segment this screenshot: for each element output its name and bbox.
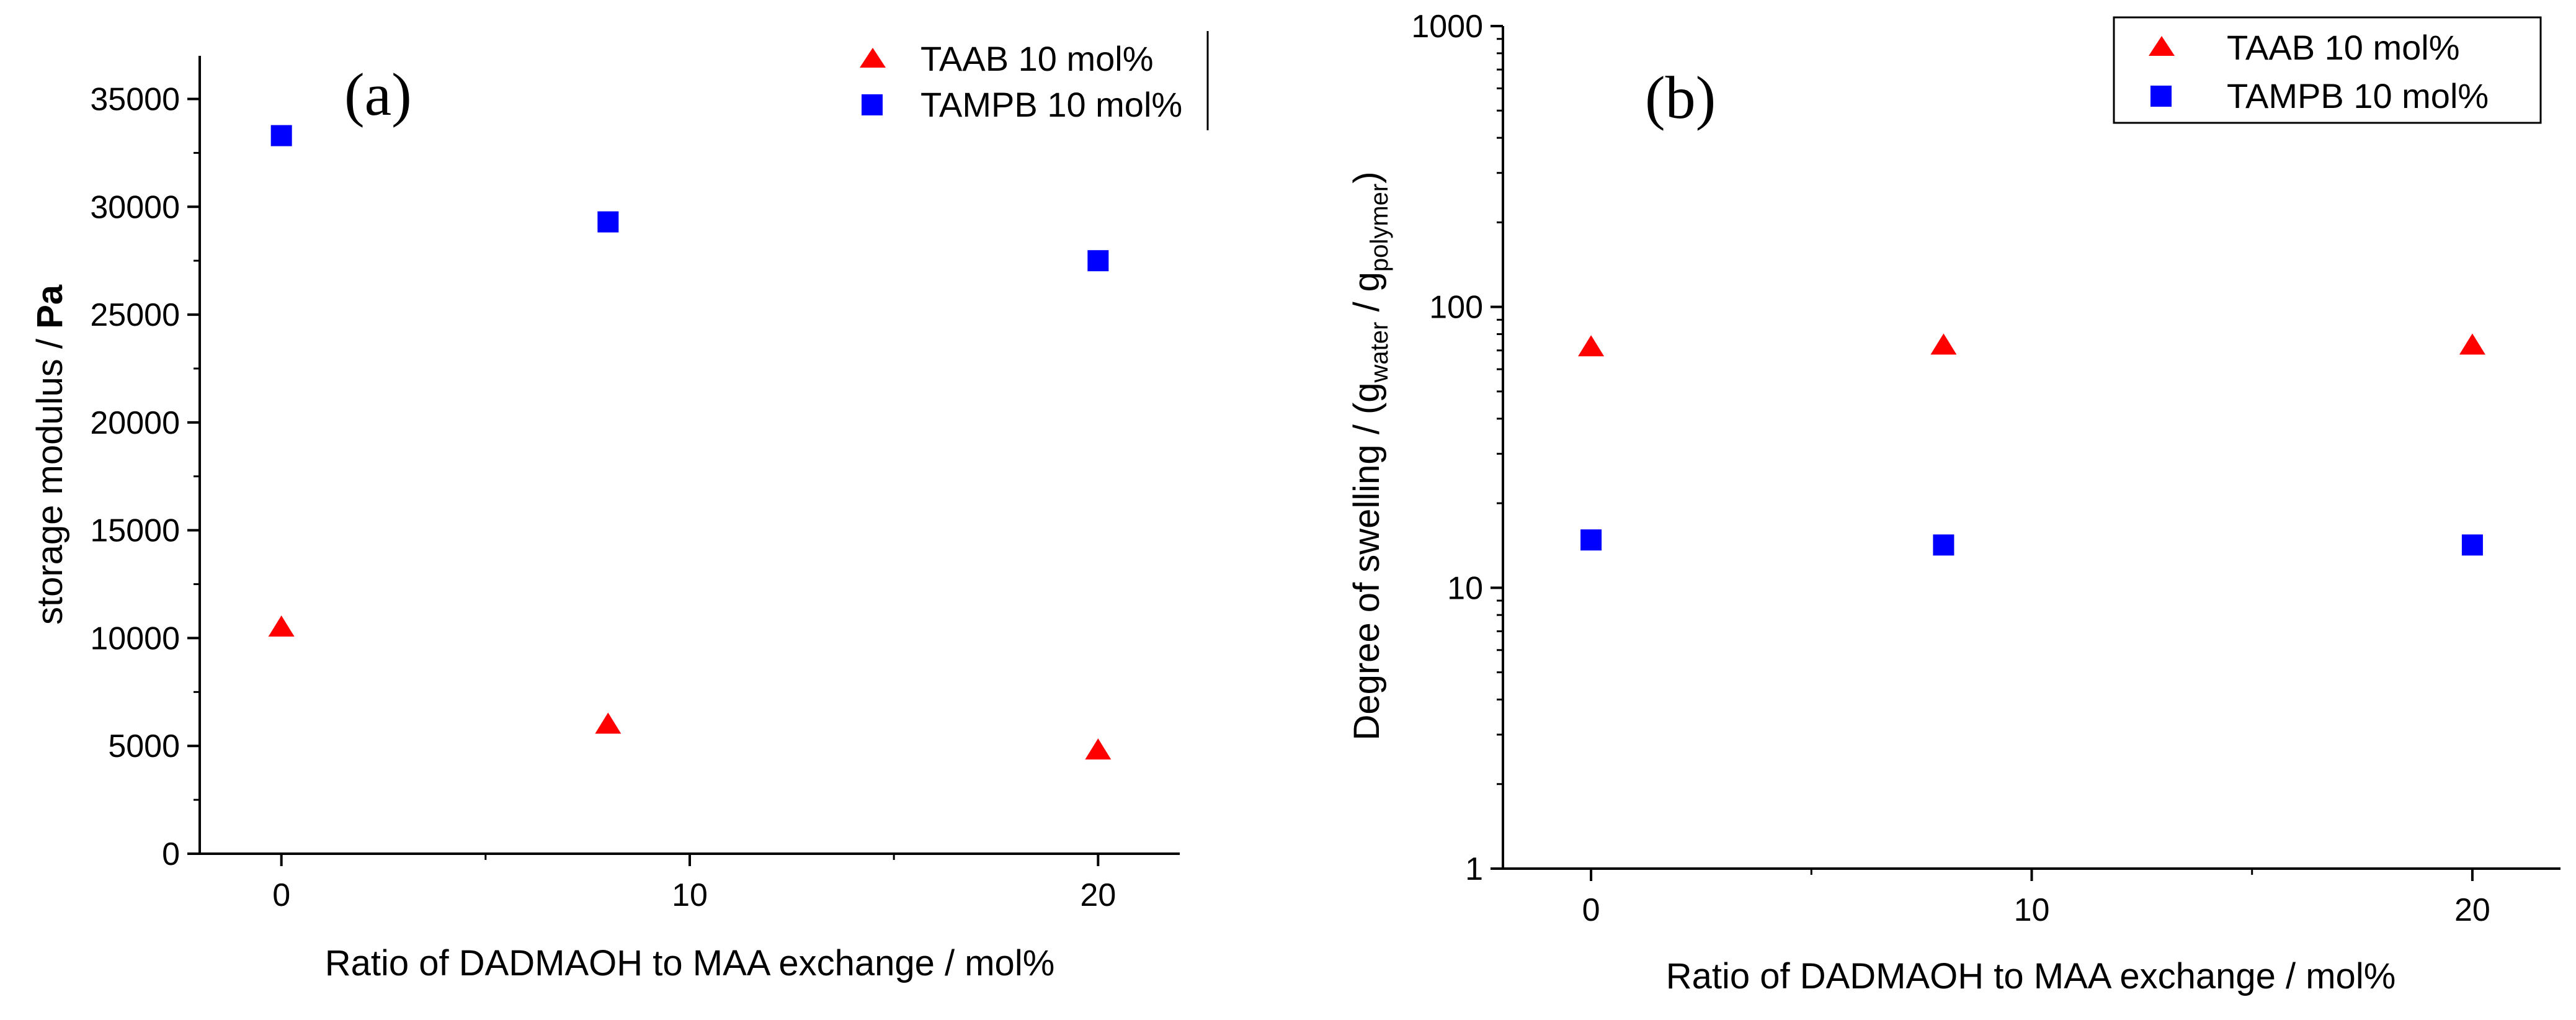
data-point-square [1087, 250, 1109, 272]
panel-b-y-label-part-2: / g [1347, 272, 1387, 322]
panel-a-legend: TAAB 10 mol% TAMPB 10 mol% [860, 31, 1209, 130]
panel-b-legend-label-tampb: TAMPB 10 mol% [2227, 76, 2489, 115]
data-point-square [270, 125, 292, 146]
panel-a-y-axis-label-unit: Pa [30, 284, 70, 329]
panel-a-y-ticks: 0 5000 10000 15000 20000 25000 30000 35000 [90, 82, 200, 872]
x-tick-label: 20 [2454, 892, 2490, 928]
y-tick-label: 25000 [90, 297, 180, 333]
panel-a-x-ticks: 0 10 20 [272, 854, 1116, 913]
panel-a-data-points [268, 125, 1112, 760]
panel-a-legend-triangle-marker [860, 48, 886, 68]
y-tick-label: 20000 [90, 405, 180, 441]
panel-b-x-ticks: 0 10 20 [1582, 869, 2490, 928]
data-point-triangle [268, 615, 295, 637]
x-tick-label: 0 [1582, 892, 1600, 928]
panel-b-y-label-part-1: Degree of swelling / (g [1347, 382, 1387, 740]
data-point-triangle [1578, 335, 1605, 357]
y-tick-label: 1 [1465, 851, 1483, 887]
y-tick-label: 0 [162, 836, 180, 872]
panel-b-legend-box [2113, 16, 2542, 124]
y-tick-label: 5000 [108, 728, 180, 764]
panel-b-x-axis-label: Ratio of DADMAOH to MAA exchange / mol% [1666, 956, 2396, 996]
data-point-square [1933, 534, 1954, 556]
data-point-triangle [1085, 738, 1112, 760]
y-tick-label: 100 [1429, 290, 1483, 326]
x-tick-label: 10 [2014, 892, 2050, 928]
panel-a-x-axis-label: Ratio of DADMAOH to MAA exchange / mol% [325, 943, 1055, 983]
panel-b-y-label-sub-water: water [1366, 322, 1393, 383]
panel-b-data-points [1578, 333, 2485, 556]
panel-a-label: (a) [344, 61, 412, 128]
y-tick-label: 15000 [90, 513, 180, 549]
data-point-square [597, 211, 619, 233]
panel-b-legend: TAAB 10 mol% TAMPB 10 mol% [2113, 16, 2542, 124]
panel-a-legend-label-tampb: TAMPB 10 mol% [920, 85, 1182, 124]
data-point-square [1580, 529, 1602, 551]
x-tick-label: 0 [272, 877, 290, 913]
y-tick-label: 30000 [90, 189, 180, 225]
panel-b-legend-square-marker [2150, 86, 2172, 107]
y-tick-label: 35000 [90, 82, 180, 118]
y-tick-label: 10 [1447, 570, 1483, 606]
data-point-triangle [1930, 333, 1957, 355]
panel-a-legend-label-taab: TAAB 10 mol% [920, 39, 1154, 78]
y-tick-label: 1000 [1411, 9, 1483, 45]
y-tick-label: 10000 [90, 620, 180, 656]
panel-a-storage-modulus: (a) 05000100001500020000250003000035000 … [30, 31, 1209, 983]
panel-b-legend-triangle-marker [2149, 36, 2175, 56]
panel-b-y-ticks: 1 10 100 1000 [1411, 9, 1503, 887]
panel-a-y-axis-label-text: storage modulus / [30, 329, 70, 625]
panel-b-degree-of-swelling: (b) 1 10 100 1000 0 10 20 Ratio of DADMAOH to… [1347, 9, 2560, 996]
x-tick-label: 10 [672, 877, 708, 913]
data-point-triangle [2459, 333, 2485, 355]
data-point-square [2461, 534, 2483, 556]
panel-b-label: (b) [1645, 65, 1716, 132]
panel-b-y-label-sub-polymer: polymer [1366, 184, 1393, 272]
panel-a-y-axis-label: storage modulus / Pa [30, 284, 70, 625]
x-tick-label: 20 [1080, 877, 1116, 913]
panel-a-legend-square-marker [862, 94, 883, 115]
panel-b-y-axis-label: Degree of swelling / (gwater / gpolymer) [1347, 171, 1393, 740]
panel-b-legend-label-taab: TAAB 10 mol% [2227, 28, 2460, 67]
panel-b-y-label-part-3: ) [1347, 171, 1387, 183]
data-point-triangle [595, 712, 622, 734]
